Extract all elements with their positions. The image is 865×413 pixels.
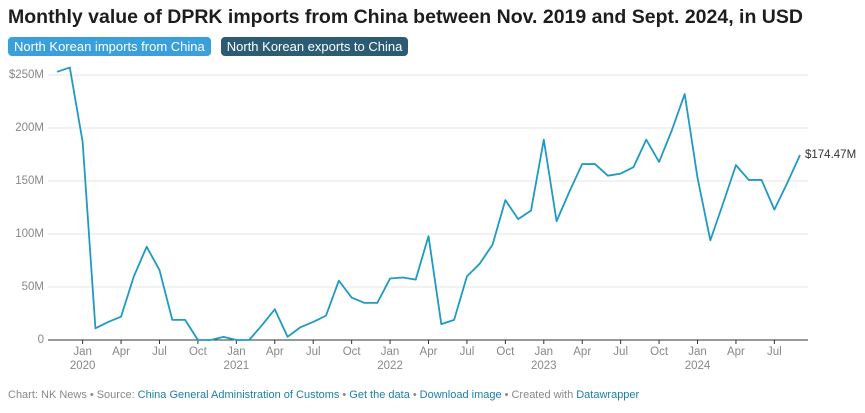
x-tick-label: Apr	[573, 346, 591, 358]
end-label: $174.47M	[805, 149, 856, 161]
x-tick-label: Oct	[650, 346, 669, 358]
y-tick-label: $250M	[9, 69, 44, 81]
chart: 0 50M 100M 150M 200M $250M Jan Apr Jul Oct Jan Apr J…	[9, 66, 856, 372]
x-tick-label: Jan	[535, 346, 554, 358]
footer-link[interactable]: Get the data	[349, 389, 410, 401]
legend-toggle[interactable]: North Korean imports from China	[8, 37, 211, 56]
x-tick-label: Jul	[613, 346, 628, 358]
x-tick-label: Oct	[189, 346, 208, 358]
x-tick-label: Jan	[227, 346, 246, 358]
x-year-label: 2023	[531, 360, 557, 372]
legend: North Korean imports from China North Ko…	[8, 37, 409, 56]
line	[56, 66, 801, 341]
x-tick-label: Jul	[767, 346, 782, 358]
x-tick-label: Jul	[306, 346, 321, 358]
legend-toggle[interactable]: North Korean exports to China	[220, 37, 409, 56]
footer-link[interactable]: China General Administration of Customs	[137, 389, 340, 401]
x-tick-label: Jan	[73, 346, 92, 358]
footer: Chart: NK News • Source: China General Admi…	[8, 389, 639, 401]
footer-link[interactable]: Datawrapper	[576, 389, 640, 401]
y-tick-label: 50M	[22, 281, 44, 293]
x-tick-label: Jul	[460, 346, 475, 358]
y-tick-label: 0	[38, 334, 44, 346]
y-tick-label: 200M	[15, 122, 44, 134]
footer-text: Source:	[96, 389, 135, 401]
footer-text: Chart: NK News	[8, 389, 87, 401]
x-tick-label: Jul	[152, 346, 167, 358]
x-year-label: 2020	[70, 360, 96, 372]
x-tick-label: Oct	[343, 346, 362, 358]
x-tick-label: Apr	[112, 346, 130, 358]
x-tick-label: Apr	[266, 346, 284, 358]
footer-text: Created with	[511, 389, 574, 401]
x-tick-label: Oct	[496, 346, 515, 358]
x-tick-label: Jan	[381, 346, 400, 358]
x-tick-label: Apr	[420, 346, 438, 358]
x-year-label: 2021	[224, 360, 250, 372]
footer-link[interactable]: Download image	[419, 389, 502, 401]
footer-separator: •	[342, 389, 347, 401]
footer-separator: •	[412, 389, 417, 401]
x-year-label: 2024	[685, 360, 711, 372]
chart-title: Monthly value of DPRK imports from China…	[8, 6, 803, 28]
footer-separator: •	[89, 389, 94, 401]
footer-separator: •	[504, 389, 509, 401]
y-tick-label: 150M	[15, 175, 44, 187]
x-tick-label: Jan	[688, 346, 707, 358]
x-year-label: 2022	[377, 360, 403, 372]
y-tick-label: 100M	[15, 228, 44, 240]
x-tick-label: Apr	[727, 346, 745, 358]
